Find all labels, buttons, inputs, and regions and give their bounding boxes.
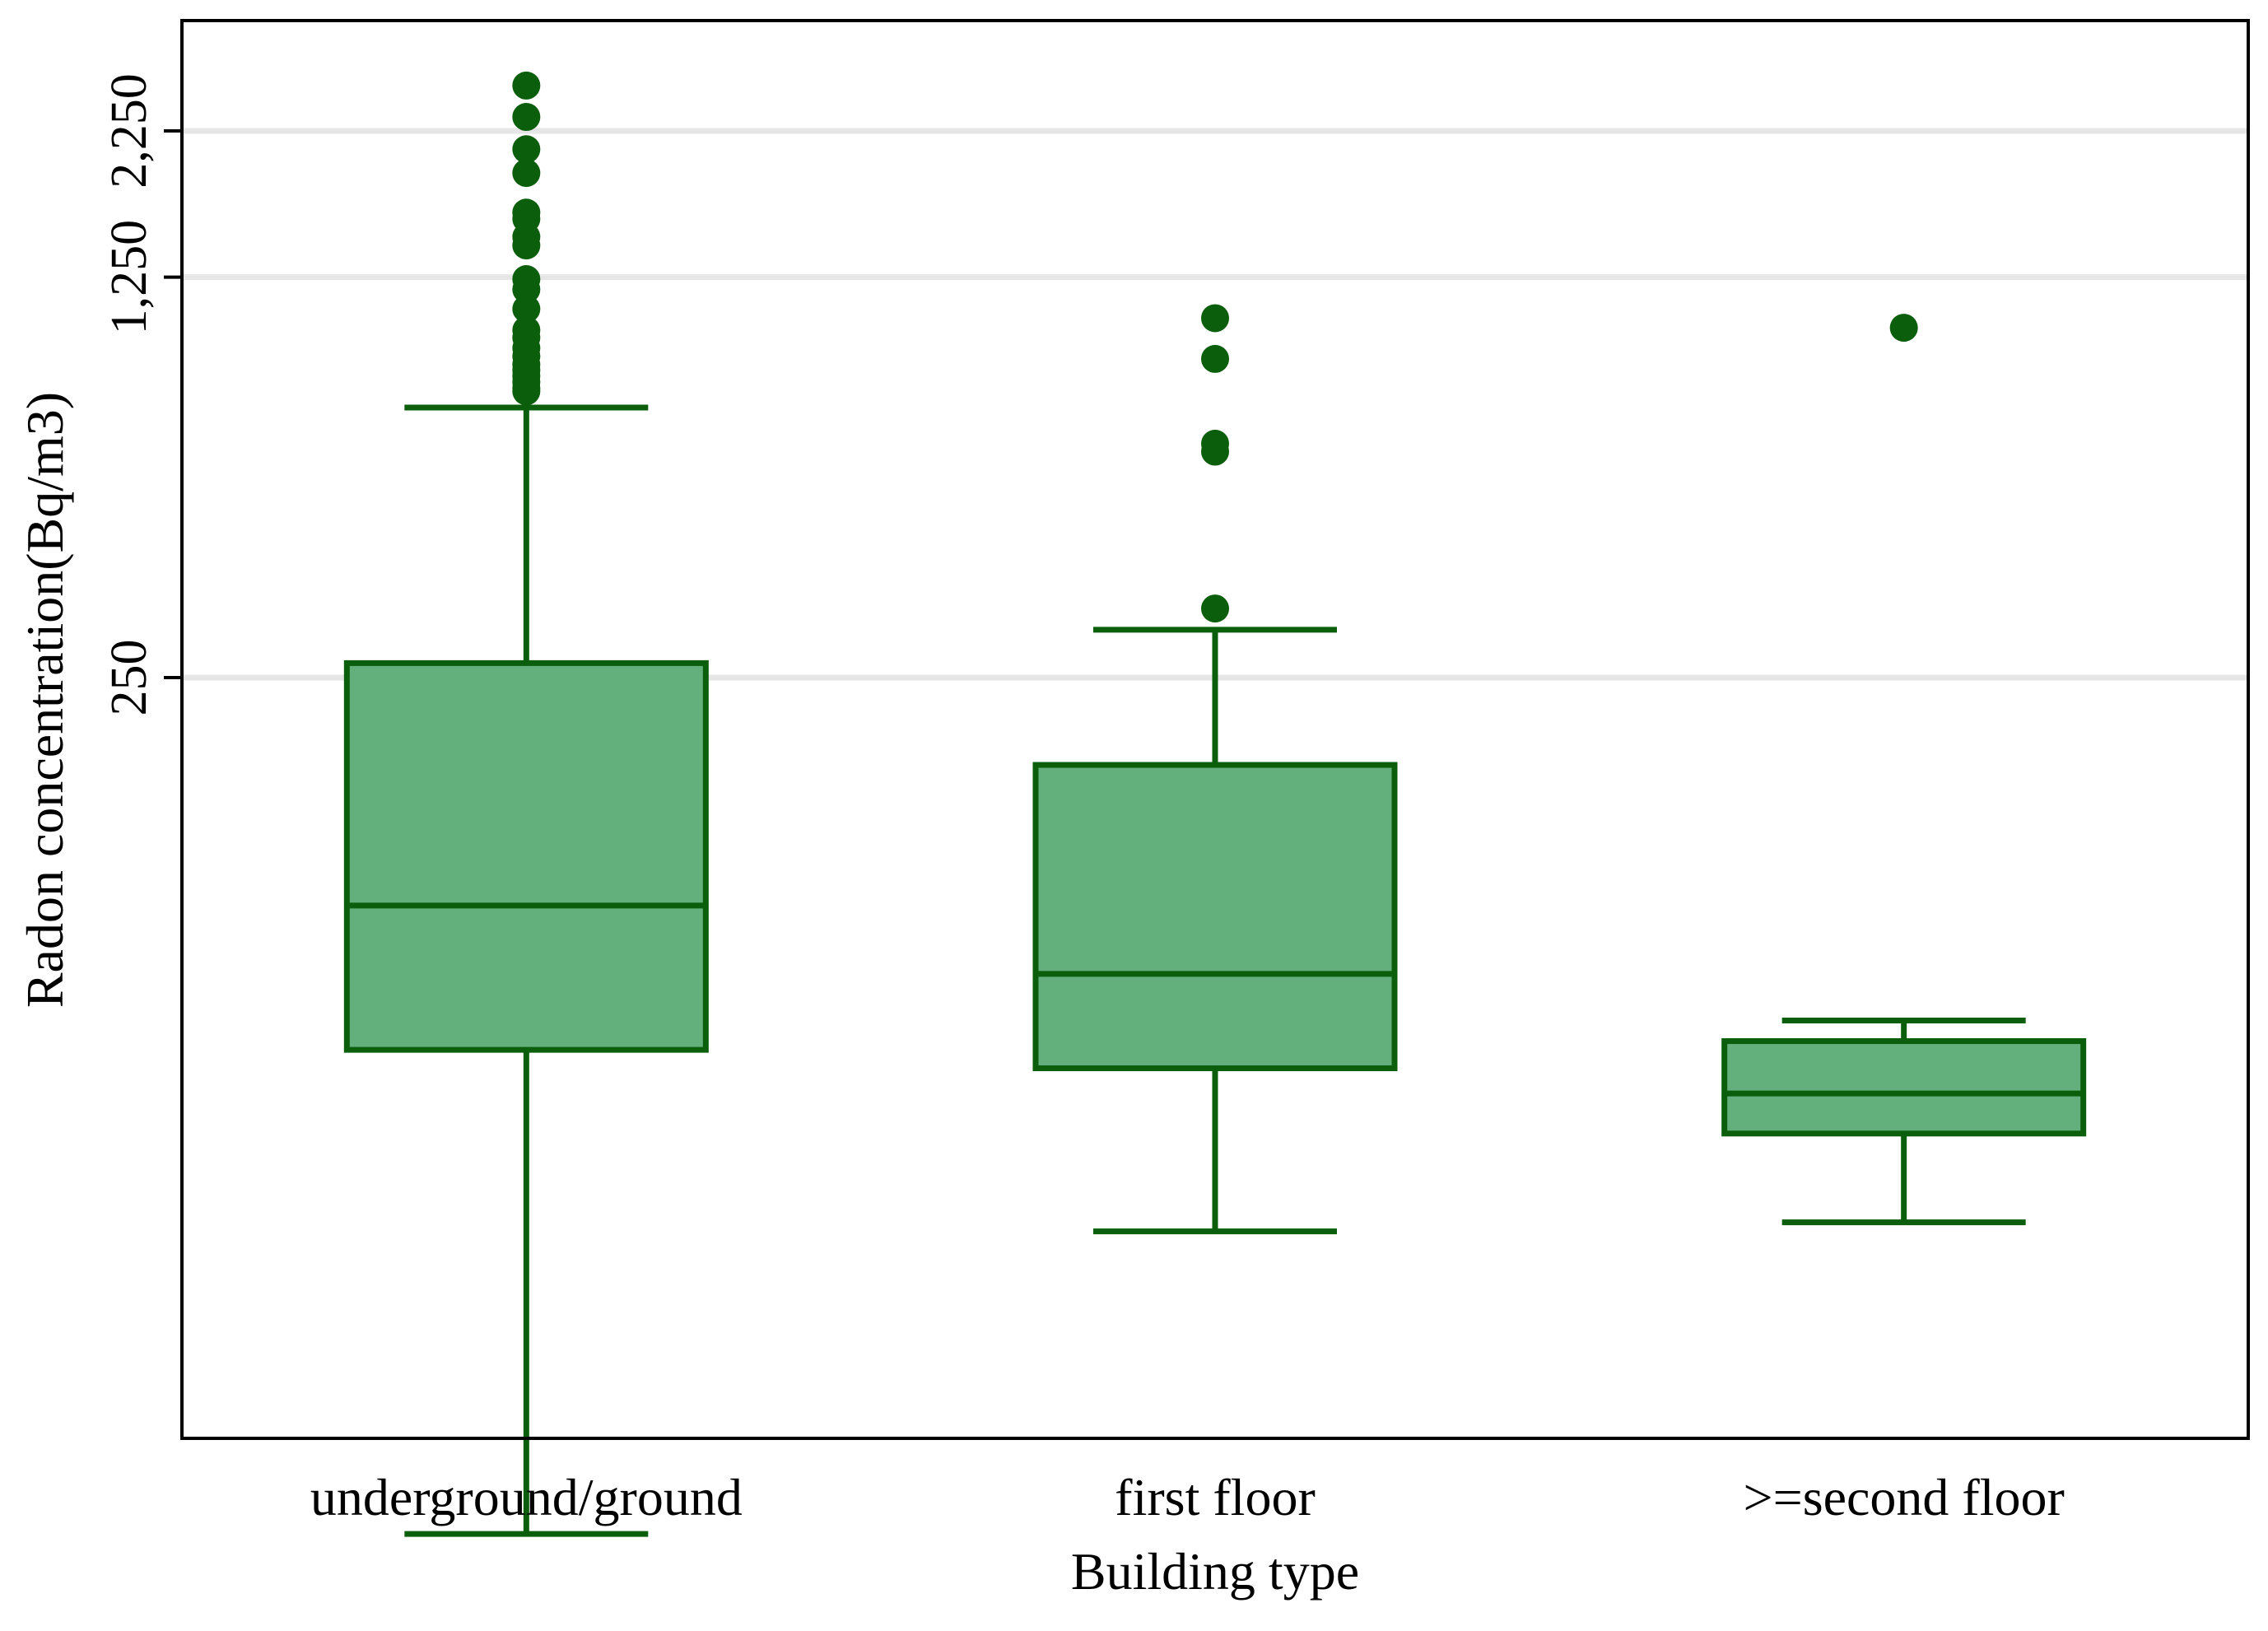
outlier-point: [1201, 344, 1229, 373]
outliers: [512, 71, 1918, 623]
outlier-point: [1201, 437, 1229, 466]
box-second-floor: [1721, 1018, 2087, 1226]
x-axis-categories: underground/ground first floor >=second fl…: [310, 1468, 2065, 1526]
outlier-point: [512, 275, 541, 304]
y-tick-label-2,250: 2,250: [101, 73, 157, 189]
iqr-box: [343, 659, 709, 1053]
outlier-point: [512, 295, 541, 324]
outlier-point: [512, 103, 541, 132]
iqr-box: [1721, 1038, 2087, 1137]
x-category-first-floor: first floor: [1115, 1468, 1316, 1526]
x-category-ground: underground/ground: [310, 1468, 743, 1526]
boxes: [343, 404, 2087, 1537]
y-tick-label-250: 250: [101, 640, 157, 716]
iqr-box: [1032, 762, 1398, 1072]
x-category-second-floor: >=second floor: [1744, 1468, 2065, 1526]
outlier-point: [512, 71, 541, 100]
box-first-floor: [1032, 627, 1398, 1235]
outlier-point: [512, 159, 541, 188]
box-ground: [343, 404, 709, 1537]
plot-area-frame: [180, 19, 2250, 1440]
outlier-point: [512, 135, 541, 164]
y-tick-label-1,250: 1,250: [101, 220, 157, 335]
outlier-point: [512, 377, 541, 406]
outlier-point: [1201, 304, 1229, 333]
x-axis-label: Building type: [1071, 1542, 1359, 1601]
y-axis-label: Radon concentration(Bq/m3): [16, 392, 74, 1008]
y-axis-ticks: 250 1,250 2,250: [101, 73, 182, 716]
outlier-point: [512, 231, 541, 260]
outlier-point: [1201, 594, 1229, 623]
outlier-point: [1889, 314, 1918, 343]
